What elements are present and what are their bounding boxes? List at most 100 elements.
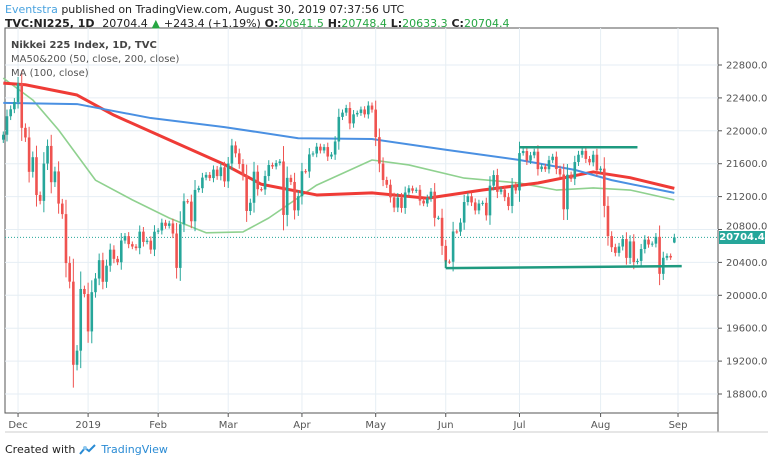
candle-body: [602, 168, 606, 206]
candle-body: [164, 222, 167, 226]
candle-body: [555, 156, 558, 170]
candle: [569, 171, 573, 182]
candle-body: [558, 169, 562, 175]
candle: [625, 232, 628, 265]
candle: [296, 190, 300, 216]
candle: [547, 155, 551, 174]
candle-body: [348, 108, 352, 124]
candle-body: [411, 188, 414, 191]
low-label: L:: [390, 17, 403, 30]
candle-body: [359, 109, 363, 113]
candle: [466, 192, 470, 206]
y-tick-label: 20000.0: [726, 291, 767, 302]
candle: [5, 109, 9, 142]
candle: [580, 147, 584, 158]
candle: [673, 233, 676, 244]
candle-body: [193, 189, 197, 222]
candle-body: [68, 263, 71, 282]
candle: [477, 199, 481, 215]
candle: [182, 193, 186, 233]
candle-body: [53, 171, 57, 183]
candle-body: [296, 196, 300, 211]
candle-body: [606, 205, 610, 237]
legend-title: Nikkei 225 Index, 1D, TVC: [11, 40, 157, 51]
close-value: 20704.4: [463, 17, 510, 30]
candle-body: [27, 137, 31, 172]
candle-body: [223, 167, 226, 182]
candle-body: [274, 163, 278, 167]
legend-ma100[interactable]: MA (100, close): [11, 68, 89, 79]
candle-body: [440, 217, 444, 246]
high-value: 20748.4: [341, 17, 387, 30]
candle: [426, 194, 429, 207]
candle-body: [426, 198, 429, 204]
candle-body: [381, 163, 385, 180]
candle: [278, 159, 282, 166]
candle: [333, 136, 337, 160]
candle-body: [654, 236, 658, 244]
candle: [134, 244, 138, 251]
candle-body: [510, 185, 514, 206]
candle: [636, 258, 639, 265]
author-link[interactable]: Eventstra: [5, 3, 58, 16]
candle-body: [300, 171, 304, 197]
candle: [27, 126, 31, 183]
candle: [94, 273, 97, 298]
support-trendline[interactable]: [445, 264, 682, 270]
candle: [20, 70, 24, 141]
candle-body: [212, 169, 215, 179]
chart-legend: Nikkei 225 Index, 1D, TVC MA50&200 (50, …: [11, 39, 179, 81]
candle: [488, 176, 492, 225]
candle-body: [355, 112, 359, 115]
candle-body: [543, 166, 547, 170]
candle: [234, 141, 237, 158]
tradingview-brand[interactable]: TradingView: [101, 443, 168, 456]
candle: [53, 166, 57, 187]
candle-body: [385, 179, 389, 185]
candle: [16, 76, 20, 109]
candle: [31, 151, 35, 178]
candle: [650, 241, 654, 247]
candle: [219, 163, 223, 181]
candle: [289, 174, 293, 186]
candle-body: [123, 236, 127, 241]
candle-body: [344, 108, 348, 113]
candle-body: [16, 83, 20, 102]
candle-body: [429, 191, 433, 199]
candle: [348, 102, 352, 130]
candle: [322, 144, 326, 154]
publish-info: Eventstra published on TradingView.com, …: [5, 3, 404, 16]
y-tick-label: 22800.0: [726, 61, 767, 72]
legend-ma50-200[interactable]: MA50&200 (50, close, 200, close): [11, 54, 180, 65]
x-tick-label: Jul: [512, 420, 525, 431]
candle-body: [20, 83, 24, 128]
candle: [60, 198, 64, 219]
candle: [35, 145, 38, 207]
high-label: H:: [327, 17, 342, 30]
candle-body: [337, 116, 341, 142]
candle: [355, 110, 359, 117]
candle: [304, 169, 307, 174]
candle: [658, 225, 661, 286]
symbol-info: TVC:NI225, 1D 20704.4 ▲ +243.4 (+1.19%) …: [5, 17, 509, 30]
candle-body: [263, 176, 267, 190]
candle: [414, 187, 418, 193]
candle: [422, 197, 425, 207]
candle-body: [466, 196, 470, 203]
candle-body: [525, 151, 529, 161]
candle: [451, 221, 455, 272]
candle-body: [363, 109, 366, 115]
candle-body: [367, 105, 370, 115]
candle: [311, 151, 315, 157]
candle-body: [319, 146, 322, 151]
candle-body: [492, 175, 495, 186]
candle-body: [507, 197, 510, 206]
candle: [131, 241, 134, 250]
candle: [599, 166, 602, 173]
candle: [267, 160, 271, 181]
candle-body: [573, 162, 577, 179]
candle: [521, 148, 525, 156]
candle: [610, 231, 613, 253]
plot-area[interactable]: [4, 27, 719, 414]
